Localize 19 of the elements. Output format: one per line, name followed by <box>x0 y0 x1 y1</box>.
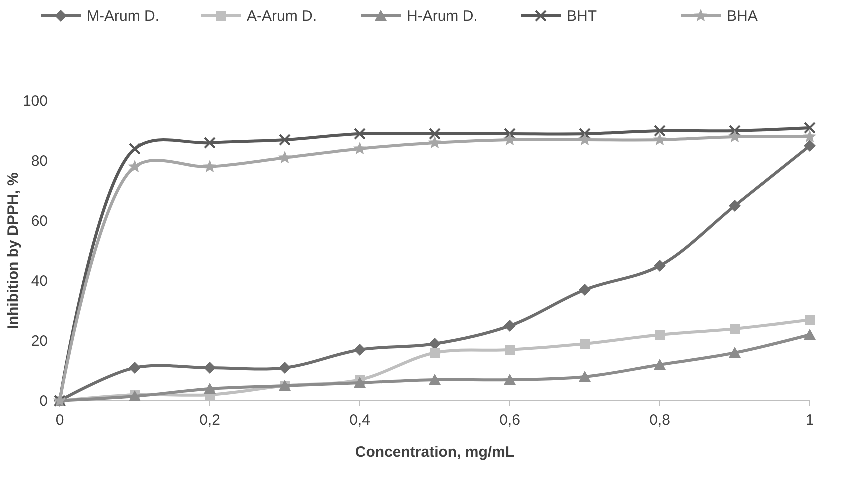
legend-label: M-Arum D. <box>87 8 160 25</box>
x-tick-label: 0,4 <box>350 412 370 429</box>
y-tick-label: 0 <box>40 393 48 410</box>
x-tick-label: 0 <box>56 412 64 429</box>
x-tick-label: 0,2 <box>200 412 220 429</box>
y-tick-label: 40 <box>31 273 48 290</box>
y-tick-label: 80 <box>31 153 48 170</box>
legend-label: BHA <box>727 8 758 25</box>
y-tick-label: 60 <box>31 213 48 230</box>
x-tick-label: 0,6 <box>500 412 520 429</box>
y-axis-title: Inhibition by DPPH, % <box>5 172 22 330</box>
legend-label: BHT <box>567 8 597 25</box>
x-tick-label: 0,8 <box>650 412 670 429</box>
y-tick-label: 20 <box>31 333 48 350</box>
x-axis-title: Concentration, mg/mL <box>355 444 515 461</box>
legend-label: A-Arum D. <box>247 8 318 25</box>
x-tick-label: 1 <box>806 412 814 429</box>
legend-label: H-Arum D. <box>407 8 478 25</box>
y-tick-label: 100 <box>22 93 48 110</box>
